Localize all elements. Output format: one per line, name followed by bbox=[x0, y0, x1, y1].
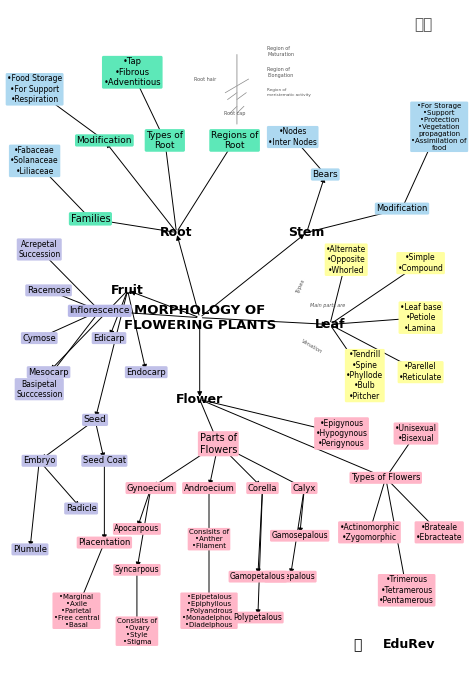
Text: Racemose: Racemose bbox=[27, 286, 70, 295]
Text: Venation: Venation bbox=[300, 338, 323, 354]
Text: Families: Families bbox=[71, 214, 110, 224]
Text: Types of
Root: Types of Root bbox=[146, 130, 183, 150]
Text: Edicarp: Edicarp bbox=[93, 333, 125, 343]
Text: Cymose: Cymose bbox=[22, 333, 56, 343]
Text: •Alternate
•Opposite
•Whorled: •Alternate •Opposite •Whorled bbox=[326, 245, 366, 275]
Text: MORPHOLOGY OF
FLOWERING PLANTS: MORPHOLOGY OF FLOWERING PLANTS bbox=[124, 304, 276, 332]
Text: Embryo: Embryo bbox=[23, 456, 55, 465]
Text: •Nodes
•Inter Nodes: •Nodes •Inter Nodes bbox=[268, 127, 317, 147]
Text: Gynoecium: Gynoecium bbox=[127, 484, 175, 492]
Text: Region of
Elongation: Region of Elongation bbox=[267, 67, 293, 78]
Text: Root hair: Root hair bbox=[194, 76, 216, 81]
Text: Apocarpous: Apocarpous bbox=[114, 525, 160, 533]
Text: Region of
meristematic activity: Region of meristematic activity bbox=[267, 88, 311, 97]
Text: •Marginal
•Axile
•Parietal
•Free central
•Basal: •Marginal •Axile •Parietal •Free central… bbox=[54, 594, 99, 628]
Text: •Fabaceae
•Solanaceae
•Liliaceae: •Fabaceae •Solanaceae •Liliaceae bbox=[10, 146, 59, 176]
Text: Main parts are: Main parts are bbox=[310, 303, 345, 308]
Text: Placentation: Placentation bbox=[78, 538, 130, 547]
Text: •Trimerous
•Tetramerous
•Pentamerous: •Trimerous •Tetramerous •Pentamerous bbox=[379, 575, 434, 605]
Text: Acrepetal
Succession: Acrepetal Succession bbox=[18, 240, 60, 259]
Text: Seed: Seed bbox=[84, 415, 107, 424]
Text: Parts of
Flowers: Parts of Flowers bbox=[200, 433, 237, 455]
Text: Gamopetalous: Gamopetalous bbox=[230, 572, 286, 581]
Text: Radicle: Radicle bbox=[66, 504, 97, 513]
Text: Syncarpous: Syncarpous bbox=[115, 566, 159, 574]
Text: Region of
Maturation: Region of Maturation bbox=[267, 46, 294, 57]
Text: •Brateale
•Ebracteate: •Brateale •Ebracteate bbox=[416, 522, 463, 542]
Text: Types of Flowers: Types of Flowers bbox=[351, 473, 420, 482]
Text: •Epipetalous
•Epiphyllous
•Polyandrous
•Monadelphous
•Diadelphous: •Epipetalous •Epiphyllous •Polyandrous •… bbox=[182, 594, 237, 628]
Text: Stem: Stem bbox=[289, 226, 325, 239]
Text: Corella: Corella bbox=[248, 484, 277, 492]
Text: Gamosepalous: Gamosepalous bbox=[272, 531, 328, 540]
Text: Mesocarp: Mesocarp bbox=[28, 367, 69, 376]
Text: Seed Coat: Seed Coat bbox=[83, 456, 126, 465]
Text: Root cap: Root cap bbox=[224, 111, 245, 115]
Text: •Food Storage
•For Support
•Respiration: •Food Storage •For Support •Respiration bbox=[7, 74, 62, 104]
Text: Regions of
Root: Regions of Root bbox=[211, 130, 258, 150]
Text: Polysepalous: Polysepalous bbox=[265, 572, 315, 581]
Text: Consisits of
•Ovary
•Style
•Stigma: Consisits of •Ovary •Style •Stigma bbox=[117, 617, 157, 645]
Text: Types: Types bbox=[296, 278, 307, 294]
Text: Bears: Bears bbox=[312, 170, 338, 179]
Text: 🎓: 🎓 bbox=[354, 638, 362, 652]
Text: EduRev: EduRev bbox=[383, 639, 435, 652]
Text: •Epigynous
•Hypogynous
•Perigynous: •Epigynous •Hypogynous •Perigynous bbox=[316, 419, 367, 449]
Text: •For Storage
•Support
•Protection
•Vegetation
propagation
•Assimilation of
food: •For Storage •Support •Protection •Veget… bbox=[411, 103, 467, 151]
Text: Modification: Modification bbox=[77, 136, 132, 145]
Text: Inflorescence: Inflorescence bbox=[70, 307, 130, 316]
Text: Consisits of
•Anther
•Filament: Consisits of •Anther •Filament bbox=[189, 529, 229, 549]
Text: •Parellel
•Reticulate: •Parellel •Reticulate bbox=[399, 363, 442, 382]
Text: •Actinomorphic
•Zygomorphic: •Actinomorphic •Zygomorphic bbox=[339, 522, 400, 542]
Text: Modification: Modification bbox=[376, 204, 428, 213]
Text: •Leaf base
•Petiole
•Lamina: •Leaf base •Petiole •Lamina bbox=[400, 303, 441, 333]
Text: Root: Root bbox=[160, 226, 193, 239]
Text: Calyx: Calyx bbox=[292, 484, 316, 492]
Text: Basipetal
Succcession: Basipetal Succcession bbox=[16, 380, 63, 399]
Text: •Tendrill
•Spine
•Phyllode
•Bulb
•Pitcher: •Tendrill •Spine •Phyllode •Bulb •Pitche… bbox=[346, 350, 383, 401]
Text: •Tap
•Fibrous
•Adventitious: •Tap •Fibrous •Adventitious bbox=[103, 57, 161, 87]
Text: 🌼🌼: 🌼🌼 bbox=[414, 17, 432, 32]
Text: Endocarp: Endocarp bbox=[127, 367, 166, 376]
Text: Fruit: Fruit bbox=[111, 284, 144, 297]
Text: •Unisexual
•Bisexual: •Unisexual •Bisexual bbox=[395, 424, 437, 443]
Text: Androecium: Androecium bbox=[183, 484, 234, 492]
Text: •Simple
•Compound: •Simple •Compound bbox=[398, 253, 444, 273]
Text: Flower: Flower bbox=[176, 393, 223, 406]
Text: Plumule: Plumule bbox=[13, 545, 47, 554]
Text: Leaf: Leaf bbox=[315, 318, 345, 331]
Text: Polypetalous: Polypetalous bbox=[233, 613, 283, 622]
